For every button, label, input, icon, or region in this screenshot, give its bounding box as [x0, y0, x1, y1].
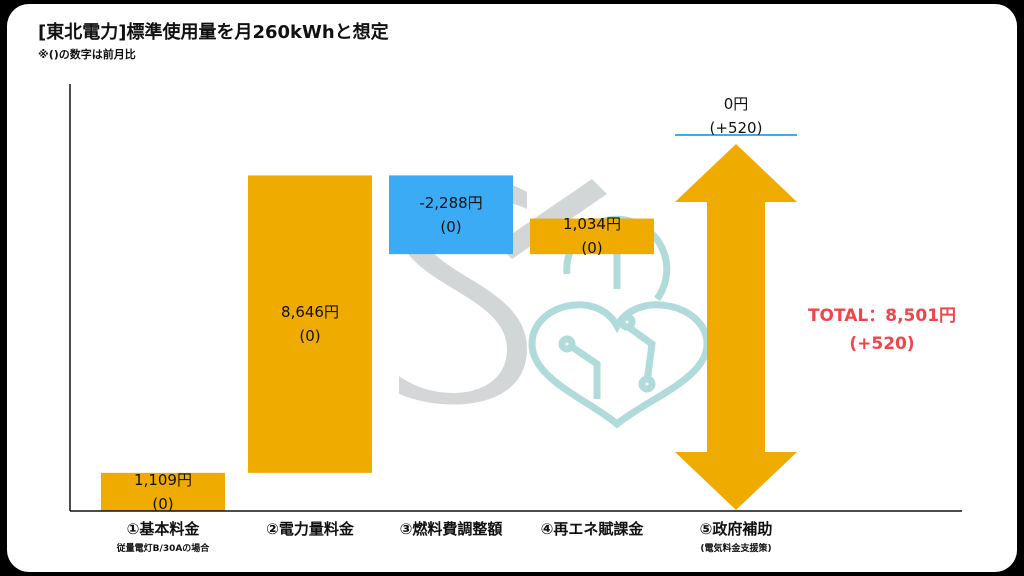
category-name: ③燃料費調整額: [399, 520, 503, 538]
bar-1: [101, 472, 225, 511]
total-change: (+520): [849, 334, 915, 354]
category-sublabel: (電気料金支援策): [700, 544, 772, 554]
category-label-5: ⑤政府補助 (電気料金支援策): [661, 518, 811, 554]
category-label-2: ②電力量料金: [235, 518, 385, 539]
bar-value-label-1: 1,109円 (0): [134, 468, 192, 516]
category-sublabel: 従量電灯B/30Aの場合: [116, 544, 210, 554]
category-name: ②電力量料金: [266, 520, 354, 538]
chart-note: ※()の数字は前月比: [38, 48, 136, 61]
bar-3: [389, 175, 513, 255]
bar-4: [530, 218, 654, 255]
value-text: 8,646円: [281, 303, 339, 322]
value-text: 1,109円: [134, 470, 192, 489]
bar-value-label-3: -2,288円 (0): [419, 191, 482, 239]
total-value: TOTAL：8,501円: [807, 306, 957, 326]
change-text: (+520): [709, 119, 763, 137]
change-text: (0): [581, 239, 603, 258]
waterfall-chart: [69, 84, 962, 512]
category-label-1: ①基本料金従量電灯B/30Aの場合: [88, 518, 238, 554]
total-arrow: [675, 144, 797, 510]
change-text: (0): [299, 327, 321, 346]
bar-value-label-2: 8,646円 (0): [281, 300, 339, 348]
bar-value-label-5: 0円 (+520): [710, 92, 763, 140]
change-text: (0): [440, 217, 462, 236]
value-text: -2,288円: [419, 193, 483, 212]
category-name: ④再エネ賦課金: [540, 520, 644, 538]
category-name: ①基本料金: [126, 520, 200, 538]
category-label-3: ③燃料費調整額: [376, 518, 526, 539]
chart-title: [東北電力]標準使用量を月260kWhと想定: [38, 22, 389, 43]
value-text: 0円: [723, 95, 749, 113]
chart-frame: [東北電力]標準使用量を月260kWhと想定 ※()の数字は前月比 1,109円…: [7, 4, 1017, 572]
category-name: ⑤政府補助: [699, 520, 773, 538]
change-text: (0): [152, 494, 174, 513]
bar-2: [248, 175, 372, 473]
bar-value-label-4: 1,034円 (0): [563, 212, 621, 260]
category-label-4: ④再エネ賦課金: [517, 518, 667, 539]
value-text: 1,034円: [563, 215, 621, 234]
total-annotation: TOTAL：8,501円 (+520): [808, 302, 956, 358]
